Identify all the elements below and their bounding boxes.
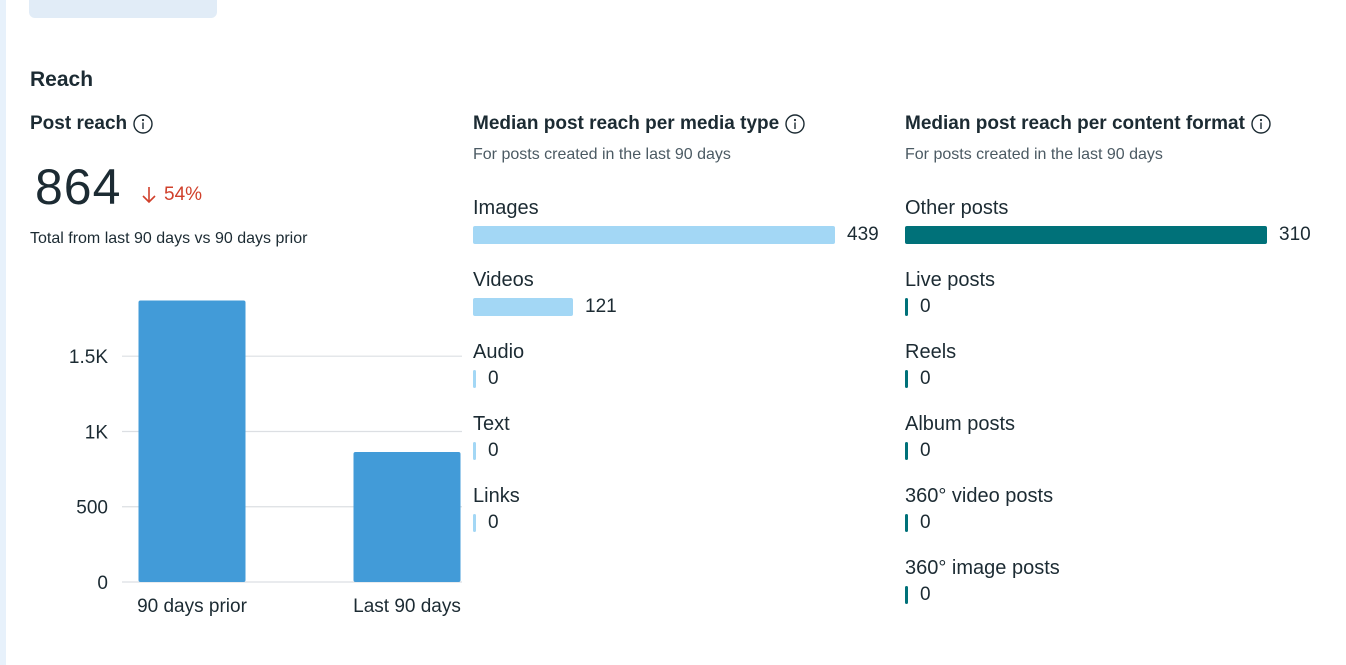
post-reach-change-value: 54% (164, 184, 203, 205)
bar-value: 0 (920, 584, 931, 605)
post-reach-note: Total from last 90 days vs 90 days prior (30, 230, 308, 247)
chart-x-ticks: 90 days prior Last 90 days (137, 596, 461, 617)
x-tick-label: Last 90 days (353, 596, 461, 617)
bar-label: Reels (905, 341, 957, 363)
bar-label: Text (473, 413, 510, 435)
bar-label: Other posts (905, 197, 1009, 219)
bar-row: 0 (905, 580, 1311, 610)
bar-label: Images (473, 197, 539, 219)
post-reach-chart: 0 500 1K 1.5K 90 days prior Last 90 days (69, 270, 470, 630)
bar-row: 310 (905, 220, 1311, 250)
bar-item: Reels 0 (905, 340, 1311, 394)
media-type-title-text: Median post reach per media type (473, 113, 780, 134)
bar-label: 360° image posts (905, 557, 1060, 579)
bar-item: Album posts 0 (905, 412, 1311, 466)
bar-fill[interactable] (473, 370, 476, 388)
bar-row: 0 (905, 436, 1311, 466)
bar-label: Album posts (905, 413, 1016, 435)
left-edge-strip (0, 0, 6, 665)
bar-fill[interactable] (473, 442, 476, 460)
bar-label: 360° video posts (905, 485, 1054, 507)
y-tick-label: 1K (85, 422, 109, 443)
bar-fill[interactable] (473, 298, 573, 316)
x-tick-label: 90 days prior (137, 596, 248, 617)
bar-item: 360° video posts 0 (905, 484, 1311, 538)
bar-value: 0 (488, 512, 499, 533)
section-title: Reach (30, 68, 94, 91)
bar-row: 0 (905, 508, 1311, 538)
bar-value: 0 (488, 440, 499, 461)
bar-fill[interactable] (905, 370, 908, 388)
bar-value: 0 (920, 440, 931, 461)
content-format-bars: Other posts 310 Live posts 0 Reels 0 Album pos… (905, 196, 1311, 628)
arrow-down-icon (142, 187, 156, 204)
bar-label: Audio (473, 341, 525, 363)
info-icon[interactable] (133, 114, 153, 134)
bar-item: Live posts 0 (905, 268, 1311, 322)
content-format-title: Median post reach per content format (905, 113, 1271, 135)
bar-fill[interactable] (905, 586, 908, 604)
bar-value: 310 (1279, 224, 1311, 245)
info-icon[interactable] (785, 114, 805, 134)
chart-y-ticks: 0 500 1K 1.5K (69, 347, 108, 594)
bar-row: 121 (473, 292, 879, 322)
chart-bars (138, 300, 461, 582)
content-format-subtitle: For posts created in the last 90 days (905, 146, 1163, 163)
bar-row: 0 (905, 364, 1311, 394)
post-reach-change: 54% (142, 184, 202, 206)
chart-clip-edge (462, 270, 470, 630)
bar-item: Videos 121 (473, 268, 879, 322)
bar-item: Other posts 310 (905, 196, 1311, 250)
info-icon[interactable] (1251, 114, 1271, 134)
post-reach-title-text: Post reach (30, 113, 128, 134)
bar-row: 439 (473, 220, 879, 250)
bar-value: 0 (920, 296, 931, 317)
bar-row: 0 (473, 436, 879, 466)
post-reach-title: Post reach (30, 113, 153, 135)
bar-label: Live posts (905, 269, 996, 291)
y-tick-label: 0 (97, 573, 108, 594)
bar-fill[interactable] (905, 298, 908, 316)
bar-fill[interactable] (905, 514, 908, 532)
bar-value: 0 (920, 512, 931, 533)
bar-value: 0 (920, 368, 931, 389)
y-tick-label: 1.5K (69, 347, 108, 368)
post-reach-value: 864 (35, 159, 122, 215)
media-type-bars: Images 439 Videos 121 Audio 0 Text 0 Links 0 (473, 196, 879, 556)
chart-bar[interactable] (353, 451, 461, 582)
content-format-title-text: Median post reach per content format (905, 113, 1245, 134)
bar-value: 121 (585, 296, 617, 317)
bar-label: Videos (473, 269, 534, 291)
bar-row: 0 (473, 508, 879, 538)
bar-item: Text 0 (473, 412, 879, 466)
media-type-title: Median post reach per media type (473, 113, 805, 135)
bar-fill[interactable] (905, 442, 908, 460)
media-type-subtitle: For posts created in the last 90 days (473, 146, 731, 163)
bar-item: Images 439 (473, 196, 879, 250)
bar-row: 0 (905, 292, 1311, 322)
bar-item: 360° image posts 0 (905, 556, 1311, 610)
bar-item: Audio 0 (473, 340, 879, 394)
top-button[interactable] (29, 0, 217, 18)
bar-value: 0 (488, 368, 499, 389)
chart-bar[interactable] (138, 300, 246, 582)
bar-item: Links 0 (473, 484, 879, 538)
bar-fill[interactable] (473, 226, 835, 244)
bar-fill[interactable] (905, 226, 1267, 244)
y-tick-label: 500 (76, 498, 108, 519)
bar-label: Links (473, 485, 520, 507)
bar-fill[interactable] (473, 514, 476, 532)
bar-value: 439 (847, 224, 879, 245)
bar-row: 0 (473, 364, 879, 394)
